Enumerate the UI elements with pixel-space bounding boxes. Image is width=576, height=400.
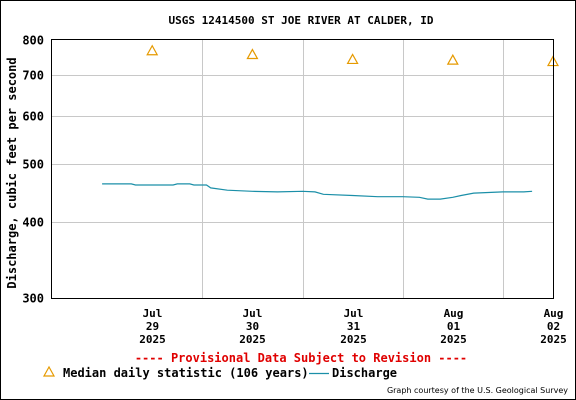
- x-tick-labels: Jul292025Jul302025Jul312025Aug012025Aug0…: [139, 307, 567, 346]
- legend-median-label: Median daily statistic (106 years): [63, 366, 309, 380]
- x-tick-label-line: 2025: [440, 333, 467, 346]
- x-tick-label-line: Jul: [143, 307, 163, 320]
- discharge-line: [102, 183, 533, 200]
- median-marker: [346, 53, 359, 65]
- x-tick-label-line: 2025: [239, 333, 266, 346]
- x-tick-label-line: Jul: [344, 307, 364, 320]
- y-tick-label: 800: [22, 34, 44, 48]
- x-tick-label-line: 02: [547, 320, 560, 333]
- x-tick-label-line: 2025: [540, 333, 567, 346]
- y-tick-label: 600: [22, 110, 44, 124]
- x-tick-label-line: 30: [246, 320, 259, 333]
- grid-lines: [52, 40, 553, 298]
- median-marker: [146, 44, 159, 56]
- x-tick-label-line: 2025: [340, 333, 367, 346]
- legend-discharge-label: Discharge: [332, 366, 397, 380]
- y-tick-label: 400: [22, 216, 44, 230]
- y-tick-labels: 300 400 500 600 700 800: [22, 34, 44, 306]
- provisional-notice: ---- Provisional Data Subject to Revisio…: [135, 351, 467, 365]
- x-tick-label-line: 01: [447, 320, 461, 333]
- x-tick-label-line: Aug: [544, 307, 564, 320]
- plot-area-border: [51, 39, 554, 299]
- x-tick-label-line: 2025: [139, 333, 166, 346]
- legend-median-marker: [42, 365, 56, 377]
- y-tick-label: 700: [22, 69, 44, 83]
- median-marker: [446, 53, 459, 65]
- x-tick-label-line: Aug: [444, 307, 464, 320]
- legend: Median daily statistic (106 years) Discha…: [42, 365, 397, 380]
- chart-title: USGS 12414500 ST JOE RIVER AT CALDER, ID: [169, 14, 434, 27]
- x-tick-label-line: 29: [146, 320, 159, 333]
- x-tick-label-line: 31: [347, 320, 361, 333]
- courtesy-note: Graph courtesy of the U.S. Geological Su…: [387, 386, 568, 395]
- median-marker: [246, 48, 259, 60]
- y-tick-label: 300: [22, 292, 44, 306]
- x-tick-label-line: Jul: [243, 307, 263, 320]
- y-axis-label: Discharge, cubic feet per second: [5, 57, 19, 288]
- y-tick-label: 500: [22, 158, 44, 172]
